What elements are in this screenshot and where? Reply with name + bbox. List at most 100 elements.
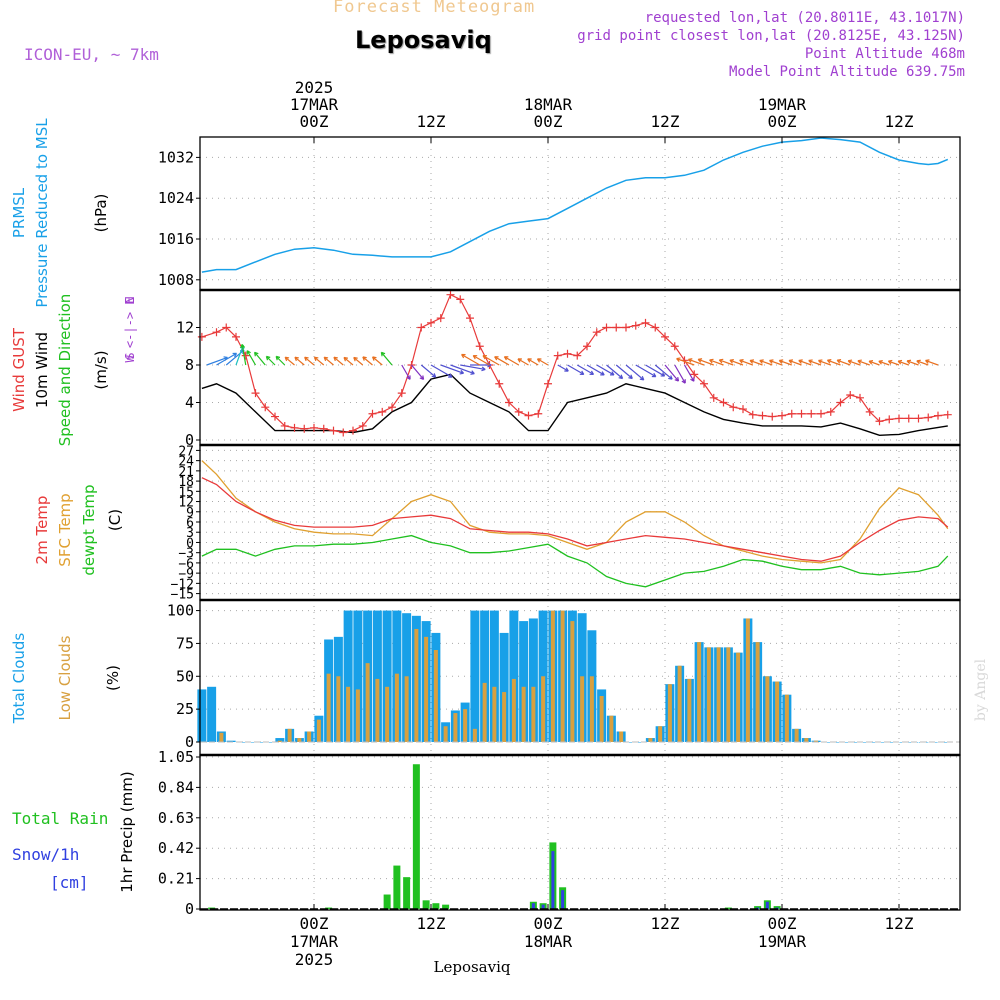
precip-ytick-label: 0.42 bbox=[158, 839, 194, 857]
time-label-top: 00Z bbox=[534, 112, 563, 131]
gust-marker bbox=[670, 342, 679, 351]
wind-direction-arrow bbox=[343, 356, 354, 366]
gust-marker bbox=[846, 391, 855, 399]
gust-marker bbox=[300, 424, 309, 433]
total-cloud-bar bbox=[382, 610, 392, 742]
low-cloud-bar bbox=[433, 650, 438, 742]
total-cloud-bar bbox=[499, 632, 509, 742]
wind-direction-arrow bbox=[625, 364, 645, 381]
gust-marker bbox=[388, 403, 396, 412]
wind-speed-line bbox=[201, 373, 948, 437]
time-label-top: 12Z bbox=[651, 112, 680, 131]
clouds-unit: (%) bbox=[104, 665, 122, 691]
wind-direction-arrow bbox=[362, 356, 373, 366]
gust-marker bbox=[222, 323, 231, 332]
low-cloud-bar bbox=[307, 731, 312, 742]
gust-marker bbox=[651, 323, 660, 332]
rain-bar bbox=[412, 764, 420, 909]
total-cloud-bar bbox=[850, 742, 860, 743]
gust-marker bbox=[943, 410, 952, 419]
gust-marker bbox=[378, 407, 387, 416]
clouds-ytick-label: 75 bbox=[176, 634, 194, 652]
gust-marker bbox=[475, 342, 484, 351]
clouds-ytick-label: 25 bbox=[176, 700, 194, 718]
pressure-ytick-label: 1008 bbox=[158, 271, 194, 289]
rain-bar bbox=[724, 907, 732, 909]
precip-ytick-label: 0.84 bbox=[158, 778, 194, 796]
gust-marker bbox=[397, 389, 406, 398]
wind-direction-arrow bbox=[472, 355, 490, 366]
temperature-ytick-label: 18 bbox=[178, 475, 194, 490]
wind-direction-arrow bbox=[482, 355, 500, 366]
footer-location: Leposaviq bbox=[434, 958, 511, 976]
gust-marker bbox=[524, 411, 533, 420]
low-cloud-bar bbox=[784, 694, 789, 742]
wind-direction-arrow bbox=[887, 359, 900, 366]
wind-direction-arrow bbox=[916, 359, 929, 366]
requested-coords: requested lon,lat (20.8011E, 43.1017N) bbox=[644, 10, 965, 26]
gust-marker bbox=[427, 318, 435, 327]
low-cloud-bar bbox=[482, 682, 487, 742]
low-cloud-bar bbox=[736, 652, 741, 742]
precip-ytick-label: 0.63 bbox=[158, 809, 194, 827]
low-cloud-bar bbox=[755, 642, 760, 742]
pressure-ytick-label: 1024 bbox=[158, 189, 194, 207]
gust-marker bbox=[787, 409, 796, 418]
low-cloud-bar bbox=[706, 647, 711, 742]
wind-direction-arrow bbox=[676, 357, 695, 366]
wind-direction-arrow bbox=[440, 364, 465, 375]
low-cloud-bar bbox=[570, 621, 575, 742]
low-cloud-bar bbox=[511, 678, 516, 742]
pressure-unit: (hPa) bbox=[92, 194, 110, 233]
gust-marker bbox=[807, 409, 816, 418]
snow-bar bbox=[551, 851, 555, 909]
low-cloud-bar bbox=[443, 726, 448, 742]
total-cloud-bar bbox=[226, 740, 236, 742]
time-label-bottom: 12Z bbox=[417, 914, 446, 933]
gust-marker bbox=[914, 414, 923, 423]
temperature-ytick-label: 15 bbox=[178, 485, 194, 500]
total-cloud-bar bbox=[626, 742, 636, 743]
time-label-top: 18MAR bbox=[524, 95, 573, 114]
temperature-ytick-label: −9 bbox=[178, 567, 194, 582]
snow-bar bbox=[541, 904, 545, 909]
low-cloud-bar bbox=[580, 676, 585, 742]
total-cloud-bar bbox=[860, 742, 870, 743]
low-cloud-bar bbox=[336, 676, 341, 742]
gust-marker bbox=[573, 351, 582, 360]
gust-marker bbox=[329, 426, 338, 435]
low-cloud-bar bbox=[541, 676, 546, 742]
wind-direction-arrow bbox=[596, 364, 615, 376]
wind-direction-arrow bbox=[586, 364, 605, 376]
temperature-ytick-label: −15 bbox=[171, 588, 194, 603]
precip-ytick-label: 1.05 bbox=[158, 748, 194, 766]
wind-direction-arrow bbox=[925, 359, 939, 366]
snow-bar bbox=[765, 901, 769, 909]
low-cloud-bar bbox=[316, 719, 321, 742]
gust-marker bbox=[817, 409, 825, 418]
wind-direction-arrow bbox=[470, 362, 492, 368]
low-cloud-bar bbox=[502, 692, 507, 742]
wind-direction-arrow bbox=[878, 360, 890, 366]
credit-watermark: by Angel bbox=[973, 658, 989, 721]
gust-marker bbox=[417, 323, 426, 332]
gust-marker bbox=[290, 423, 299, 432]
low-cloud-bar bbox=[424, 636, 429, 742]
wind-direction-arrow bbox=[353, 356, 364, 366]
gust-marker bbox=[514, 407, 523, 416]
gust-marker bbox=[856, 393, 864, 402]
gust-marker bbox=[456, 295, 465, 304]
t2m-line bbox=[201, 477, 949, 562]
gust-marker bbox=[232, 332, 240, 341]
total-cloud-bar bbox=[480, 610, 490, 742]
snow-bar bbox=[561, 890, 565, 909]
temperature-ytick-label: 9 bbox=[186, 506, 194, 521]
gust-marker bbox=[602, 323, 611, 332]
temperature-ytick-label: −12 bbox=[171, 577, 194, 592]
total-cloud-bar bbox=[519, 621, 529, 742]
time-label-bottom: 2025 bbox=[295, 950, 334, 969]
compass-north: N bbox=[123, 296, 137, 303]
low-cloud-bar bbox=[365, 663, 370, 742]
total-cloud-bar bbox=[489, 610, 499, 742]
gust-marker bbox=[212, 328, 221, 337]
